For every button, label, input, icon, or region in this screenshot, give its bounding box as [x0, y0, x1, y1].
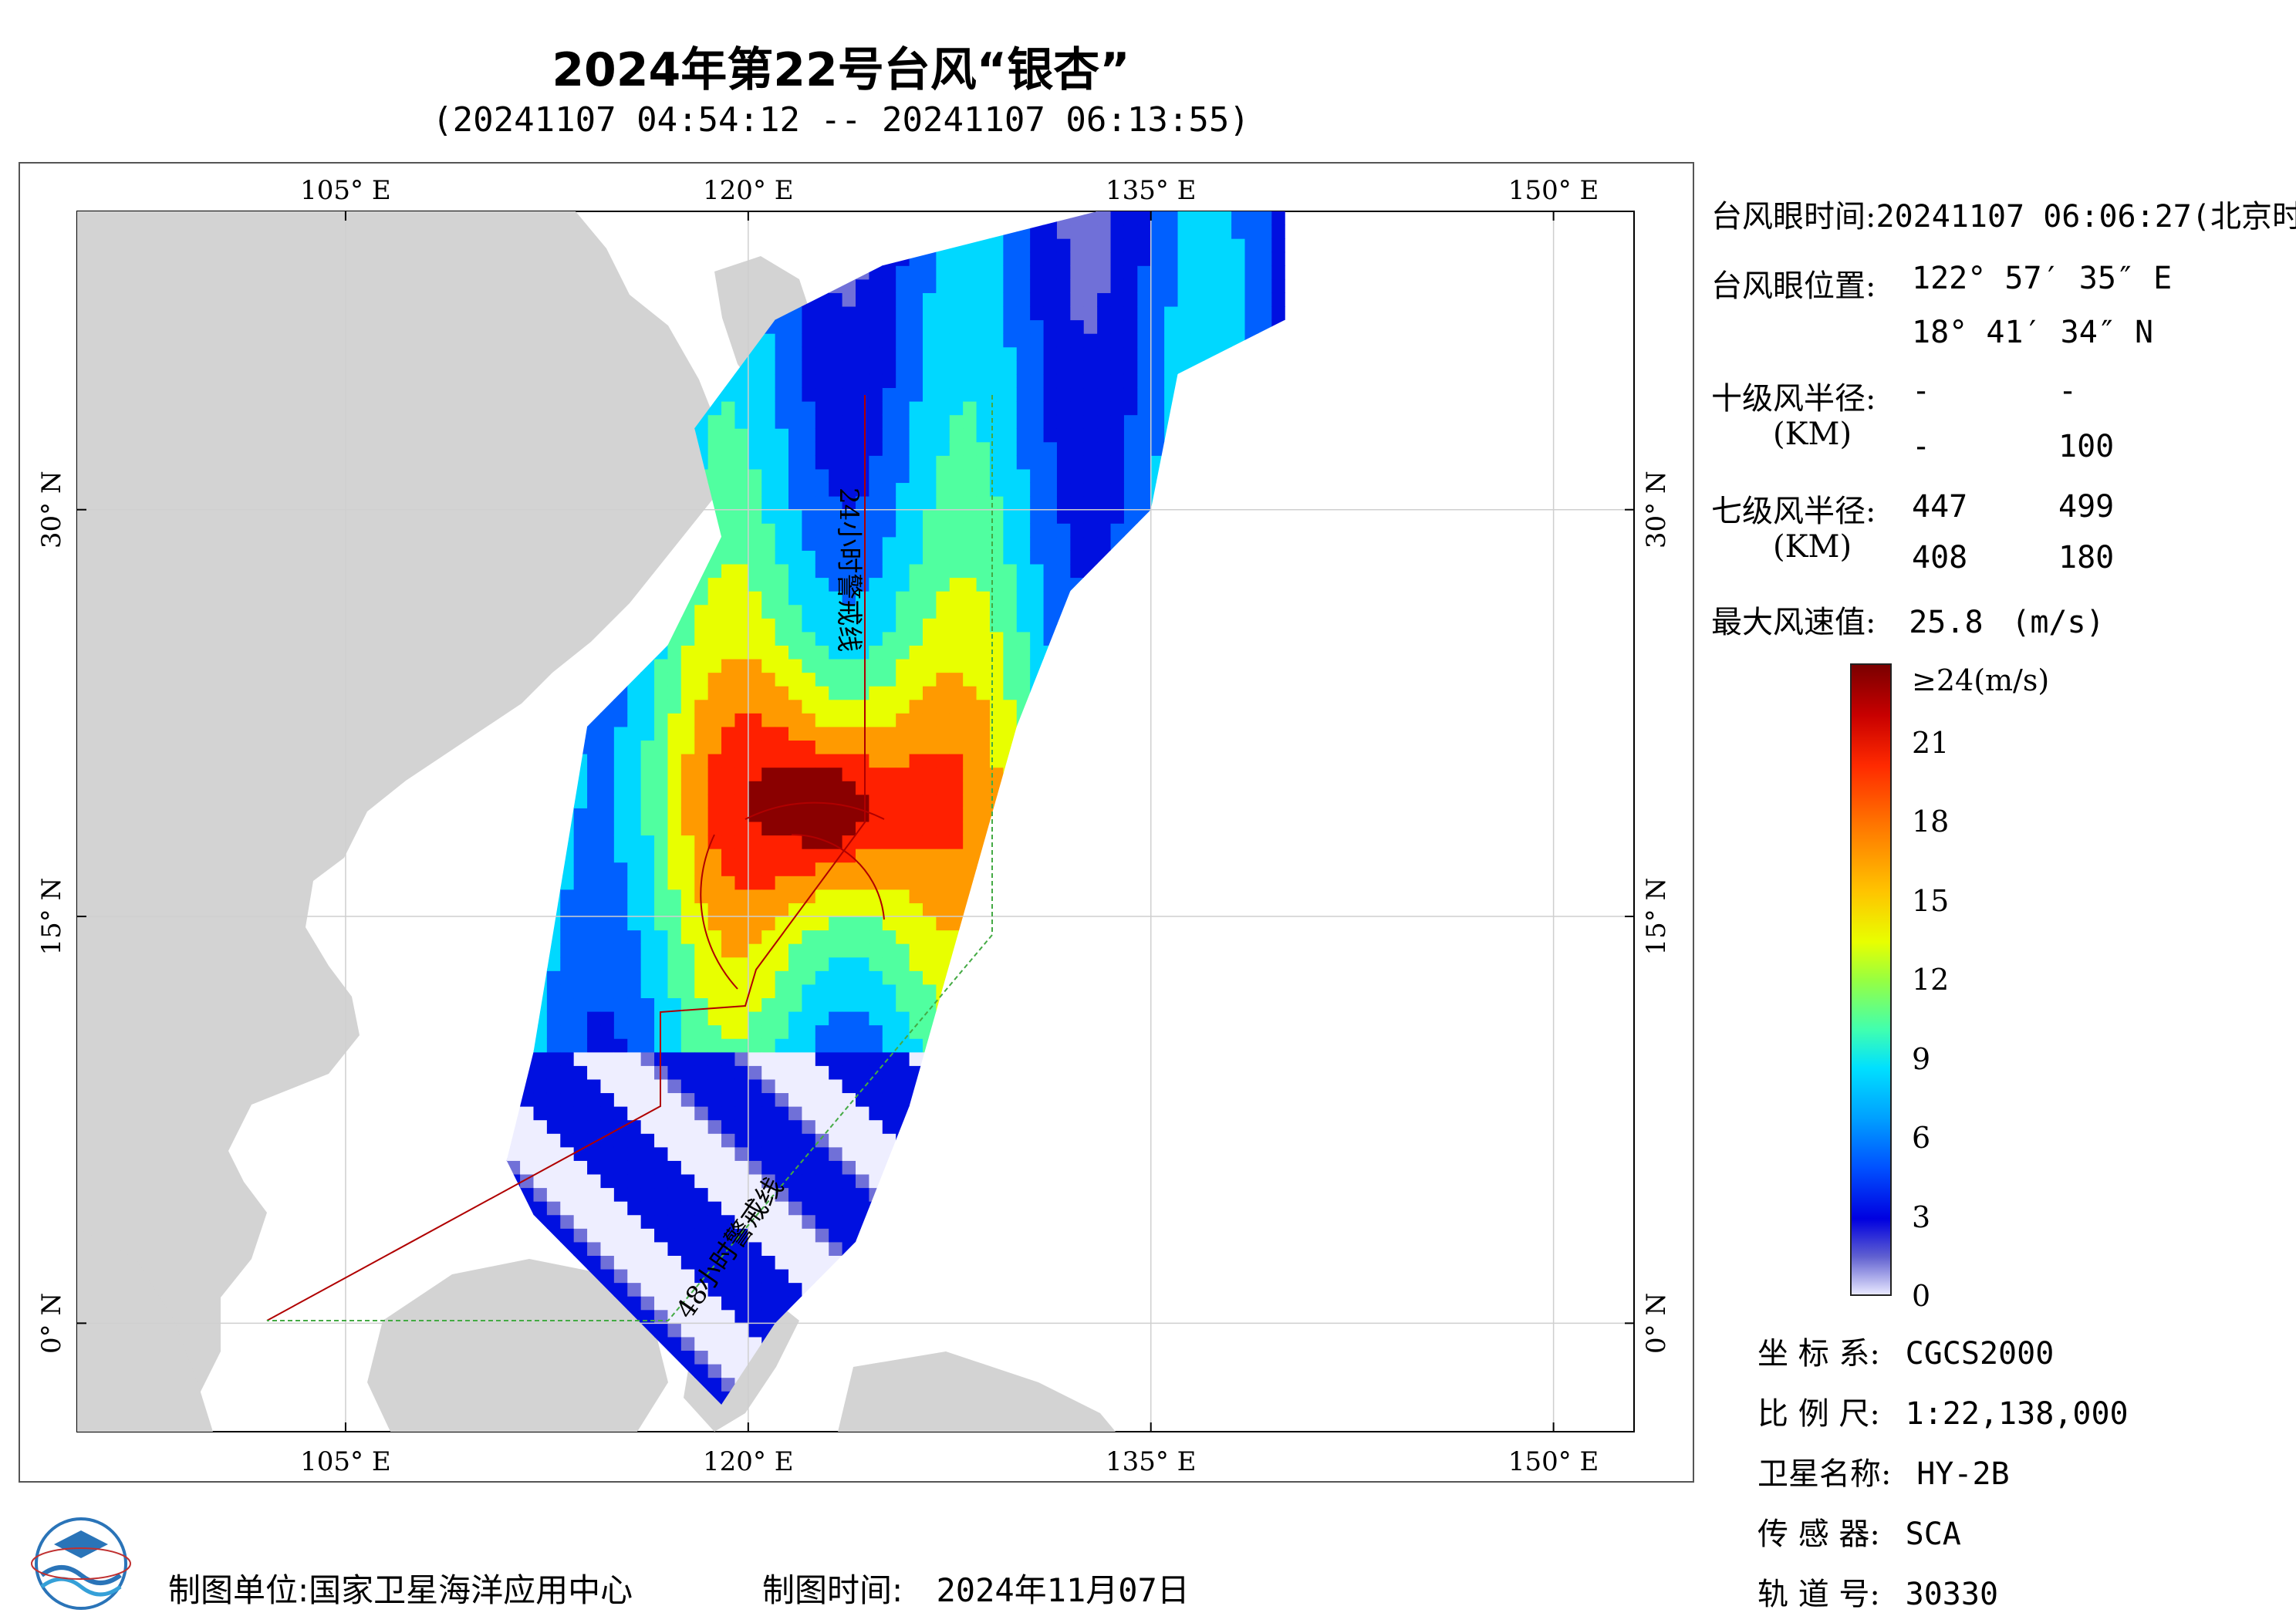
lon-tick-label-top: 105° E — [300, 175, 391, 206]
max-wind-row: 最大风速值: 25.8 (m/s) — [1711, 597, 2105, 642]
lon-tick-label-bottom: 135° E — [1106, 1446, 1197, 1477]
lat-tick-label-right: 30° N — [1641, 471, 1672, 548]
colorbar-tick-label: 3 — [1912, 1200, 1931, 1234]
lon-tick-label-bottom: 105° E — [300, 1446, 391, 1477]
lon-tick-label-top: 135° E — [1106, 175, 1197, 206]
r7-value-2: 499 — [2058, 489, 2115, 525]
eye-time-row: 台风眼时间:20241107 06:06:27(北京时) — [1711, 191, 2296, 236]
orbit-value: 30330 — [1905, 1577, 1999, 1612]
date-value: 2024年11月07日 — [936, 1571, 1190, 1609]
asia-mainland — [77, 211, 722, 1432]
satellite-value: HY-2B — [1916, 1456, 2010, 1492]
lat-tick-labels-left: 0° N 15° N 30° N — [36, 471, 67, 1354]
max-wind-label: 最大风速值: — [1711, 605, 1876, 640]
colorbar-tick-label: 15 — [1912, 883, 1950, 918]
colorbar-tick-label: 21 — [1912, 725, 1950, 760]
crs-value: CGCS2000 — [1905, 1336, 2055, 1372]
producer-row: 制图单位:国家卫星海洋应用中心 — [168, 1564, 633, 1611]
scale-label: 比 例 尺: — [1757, 1396, 1880, 1432]
lat-tick-label-left: 15° N — [36, 878, 67, 956]
producer-label: 制图单位: — [168, 1571, 309, 1609]
satellite-label: 卫星名称: — [1757, 1456, 1892, 1492]
map-frame: 24小时警戒线 48小时警戒线 105° E 120° E 135° E 150° E… — [19, 162, 1694, 1483]
satellite-row: 卫星名称: HY-2B — [1757, 1449, 2010, 1493]
lat-tick-label-right: 0° N — [1641, 1293, 1672, 1354]
warning-line-24h — [266, 395, 866, 1321]
r7-label: 七级风半径: — [1711, 494, 1876, 529]
r10-value-4: 100 — [2058, 429, 2115, 464]
scale-row: 比 例 尺: 1:22,138,000 — [1757, 1388, 2129, 1433]
nsoas-logo-icon — [31, 1517, 131, 1610]
crs-label: 坐 标 系: — [1757, 1336, 1880, 1372]
r7-value-1: 447 — [1912, 489, 1968, 525]
lon-tick-label-top: 120° E — [703, 175, 794, 206]
max-wind-value: 25.8 — [1909, 605, 1984, 640]
r10-label: 十级风半径: — [1711, 381, 1876, 417]
lon-tick-label-top: 150° E — [1508, 175, 1599, 206]
date-label: 制图时间: — [762, 1571, 903, 1609]
orbit-row: 轨 道 号: 30330 — [1757, 1569, 1998, 1614]
date-row: 制图时间: 2024年11月07日 — [762, 1564, 1190, 1611]
orbit-label: 轨 道 号: — [1757, 1577, 1880, 1612]
colorbar-tick-label: 12 — [1912, 963, 1950, 997]
new-guinea — [838, 1351, 1116, 1432]
lat-tick-label-left: 0° N — [36, 1293, 67, 1354]
malay-sumatra — [77, 1228, 213, 1432]
sensor-label: 传 感 器: — [1757, 1517, 1880, 1552]
max-wind-unit: (m/s) — [2011, 605, 2105, 640]
warning-line-24h-label: 24小时警戒线 — [833, 488, 864, 652]
colorbar-tick-label: 6 — [1912, 1121, 1931, 1155]
r7-value-3: 408 — [1912, 540, 1968, 575]
r10-value-3: - — [1912, 429, 1931, 464]
wind-speed-colorbar — [1850, 663, 1892, 1296]
borneo — [367, 1259, 668, 1432]
lon-tick-labels-top: 105° E 120° E 135° E 150° E — [300, 175, 1599, 206]
producer-value: 国家卫星海洋应用中心 — [309, 1571, 633, 1609]
lat-tick-labels-right: 0° N 15° N 30° N — [1641, 471, 1672, 1354]
colorbar-tick-label: ≥24(m/s) — [1912, 663, 2050, 697]
lat-tick-label-left: 30° N — [36, 471, 67, 548]
eye-longitude: 122° 57′ 35″ E — [1912, 261, 2173, 296]
colorbar-tick-label: 9 — [1912, 1041, 1931, 1076]
colorbar-tick-label: 18 — [1912, 805, 1950, 838]
wind-field-map: 24小时警戒线 48小时警戒线 105° E 120° E 135° E 150° E… — [36, 175, 1672, 1477]
lat-tick-label-right: 15° N — [1641, 878, 1672, 956]
r10-value-2: - — [2058, 373, 2078, 409]
r10-value-1: - — [1912, 373, 1931, 409]
sensor-row: 传 感 器: SCA — [1757, 1509, 1961, 1554]
r7-value-4: 180 — [2058, 540, 2115, 575]
lon-tick-label-bottom: 120° E — [703, 1446, 794, 1477]
r10-unit: (KM) — [1773, 417, 1852, 452]
warning-line-48h — [267, 395, 993, 1321]
colorbar-tick-label: 0 — [1912, 1279, 1931, 1313]
lon-tick-labels-bottom: 105° E 120° E 135° E 150° E — [300, 1446, 1599, 1477]
sensor-value: SCA — [1905, 1517, 1961, 1552]
time-range-subtitle: (20241107 04:54:12 -- 20241107 06:13:55) — [432, 100, 1250, 140]
crs-row: 坐 标 系: CGCS2000 — [1757, 1328, 2054, 1373]
scale-value: 1:22,138,000 — [1905, 1396, 2129, 1432]
wind-radius-outlines — [700, 801, 885, 990]
lon-tick-label-bottom: 150° E — [1508, 1446, 1599, 1477]
eye-time-label: 台风眼时间: — [1711, 199, 1876, 235]
graticule — [77, 211, 1634, 1432]
eye-time-value: 20241107 06:06:27(北京时) — [1876, 199, 2296, 235]
eye-position-label: 台风眼位置: — [1711, 268, 1876, 304]
map-title: 2024年第22号台风“银杏” — [552, 43, 1130, 97]
r7-unit: (KM) — [1773, 529, 1852, 565]
eye-latitude: 18° 41′ 34″ N — [1912, 315, 2154, 350]
